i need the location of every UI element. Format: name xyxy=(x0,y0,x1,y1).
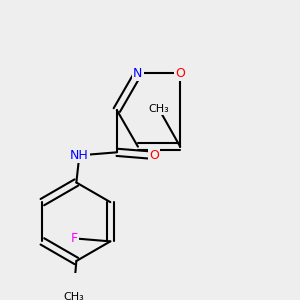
Text: O: O xyxy=(175,67,185,80)
Text: NH: NH xyxy=(70,149,89,162)
Text: F: F xyxy=(70,232,78,245)
Text: O: O xyxy=(149,149,159,162)
Text: CH₃: CH₃ xyxy=(63,292,84,300)
Text: N: N xyxy=(133,67,142,80)
Text: CH₃: CH₃ xyxy=(149,104,170,114)
